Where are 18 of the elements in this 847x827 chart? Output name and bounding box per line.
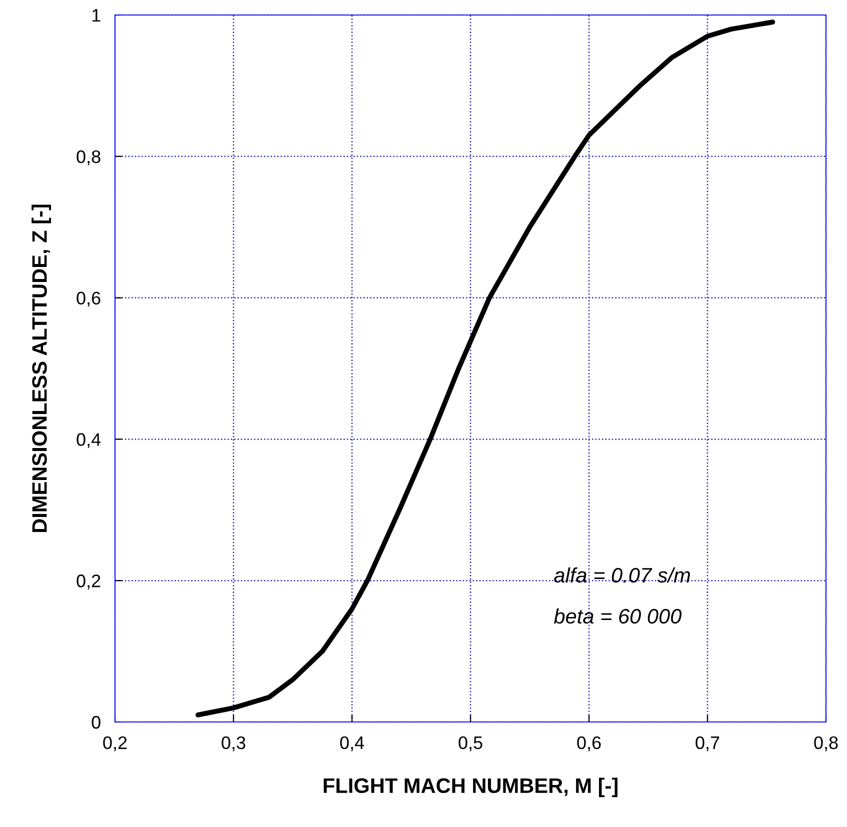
x-tick-label: 0,7 xyxy=(696,736,720,752)
x-axis-title: FLIGHT MACH NUMBER, M [-] xyxy=(324,778,618,798)
x-tick-label: 0,3 xyxy=(222,736,246,752)
x-tick-label: 0,6 xyxy=(577,736,601,752)
line-series xyxy=(196,20,776,718)
y-tick-label: 0,4 xyxy=(76,433,101,448)
annotation: beta = 60 000 xyxy=(554,608,682,624)
y-axis-title: DIMENSIONLESS ALTITUDE, Z [-] xyxy=(32,204,52,532)
x-tick-label: 0,2 xyxy=(103,736,127,752)
y-tick-label: 0,8 xyxy=(76,150,100,166)
annotation: alfa = 0.07 s/m xyxy=(554,567,690,583)
x-tick-label: 0,8 xyxy=(814,736,838,752)
y-tick-label: 0 xyxy=(92,716,100,729)
x-tick-label: 0,5 xyxy=(458,736,482,752)
y-tick-label: 1 xyxy=(92,9,100,22)
y-tick-label: 0,6 xyxy=(76,292,100,307)
x-tick-label: 0,4 xyxy=(340,736,364,752)
y-tick-label: 0,2 xyxy=(76,574,100,590)
